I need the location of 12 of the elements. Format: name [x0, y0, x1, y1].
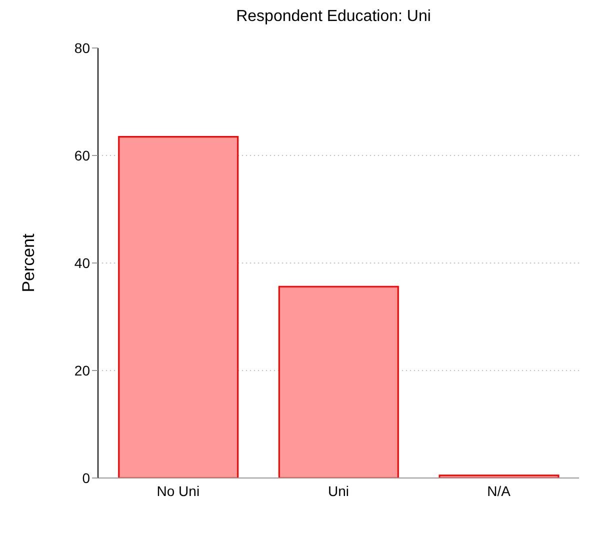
y-tick-label: 60	[74, 147, 90, 164]
chart-title: Respondent Education: Uni	[235, 8, 432, 27]
y-tick-label: 0	[82, 470, 90, 486]
x-tick-label: No Uni	[156, 482, 200, 499]
y-tick-label: 40	[74, 254, 90, 271]
bar	[278, 286, 399, 478]
bar	[118, 136, 239, 478]
y-tick-label: 80	[74, 40, 90, 56]
x-tick-label: Uni	[328, 482, 350, 499]
y-axis-title: Percent	[19, 233, 38, 292]
y-tick-label: 20	[74, 362, 90, 378]
x-tick-label: N/A	[487, 482, 512, 499]
